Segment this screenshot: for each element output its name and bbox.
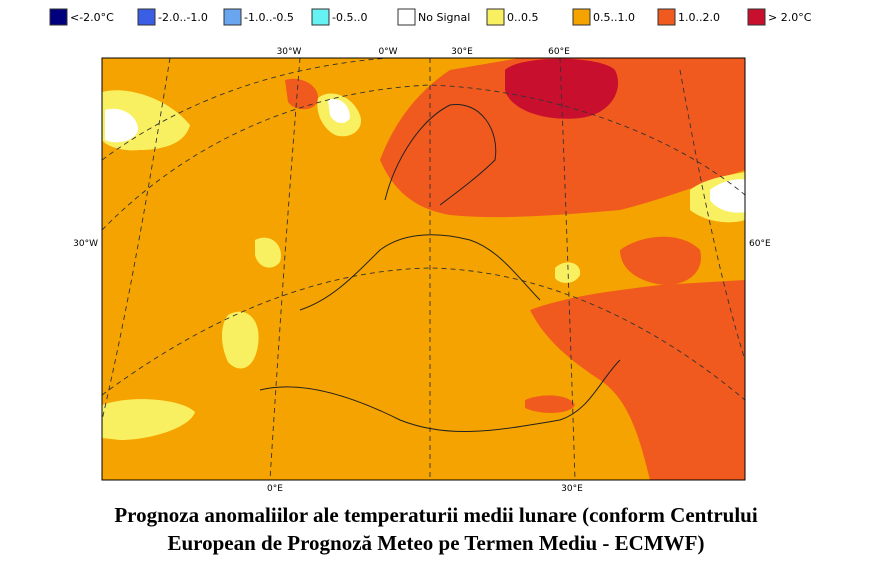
anomaly-region — [380, 58, 745, 218]
longitude-label: 0°W — [378, 47, 397, 57]
anomaly-region — [255, 237, 281, 268]
legend-swatch — [486, 8, 505, 26]
anomaly-region — [222, 311, 259, 369]
longitude-label: 0°E — [267, 484, 283, 494]
legend-swatch — [657, 8, 676, 26]
legend-label: -2.0..-1.0 — [158, 11, 208, 24]
legend-swatch — [223, 8, 242, 26]
graticule — [679, 69, 745, 361]
no-signal-region — [105, 108, 138, 143]
longitude-label: 30°E — [561, 484, 583, 494]
anomaly-region — [525, 395, 575, 413]
caption-line: European de Prognoză Meteo pe Termen Med… — [167, 531, 704, 555]
legend-swatch — [311, 8, 330, 26]
graticule — [102, 84, 745, 231]
legend-label: 1.0..2.0 — [678, 11, 720, 24]
legend-label: > 2.0°C — [768, 11, 812, 24]
legend-swatch — [572, 8, 591, 26]
anomaly-region — [530, 280, 745, 480]
legend-swatch — [49, 8, 68, 26]
legend-swatch — [137, 8, 156, 26]
legend-label: <-2.0°C — [70, 11, 114, 24]
longitude-label: 60°E — [548, 47, 570, 57]
map-area — [102, 58, 745, 480]
longitude-label: 30°W — [277, 47, 302, 57]
anomaly-region — [620, 236, 701, 285]
legend-label: -1.0..-0.5 — [244, 11, 294, 24]
legend-label: No Signal — [418, 11, 470, 24]
anomaly-region — [102, 399, 195, 440]
graticule — [102, 267, 745, 401]
legend-label: -0.5..0 — [332, 11, 367, 24]
latitude-label: 60°E — [749, 239, 771, 249]
anomaly-region — [555, 262, 581, 283]
coastline — [259, 104, 621, 432]
legend-label: 0..0.5 — [507, 11, 539, 24]
longitude-label: 30°E — [451, 47, 473, 57]
legend-label: 0.5..1.0 — [593, 11, 635, 24]
graticule — [102, 58, 171, 421]
map-frame — [101, 57, 746, 481]
no-signal-region — [328, 99, 350, 124]
anomaly-region — [285, 78, 319, 110]
legend: <-2.0°C -2.0..-1.0 -1.0..-0.5 -0.5..0 No Sig… — [49, 8, 812, 26]
latitude-label: 30°W — [73, 239, 98, 249]
legend-swatch — [397, 8, 416, 26]
caption-line: Prognoza anomaliilor ale temperaturii me… — [114, 503, 758, 527]
legend-swatch — [747, 8, 766, 26]
